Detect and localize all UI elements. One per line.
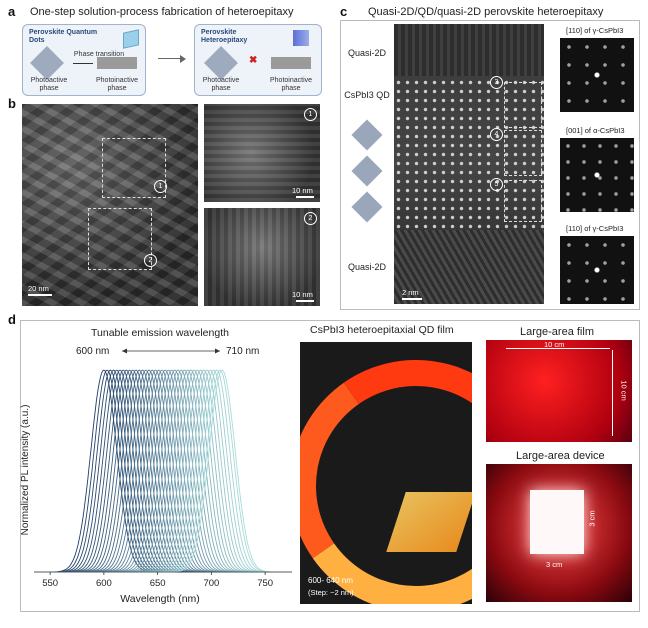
device-height: 3 cm (587, 510, 597, 527)
layer-top-label: Quasi-2D (347, 48, 386, 58)
panel-a-title: One-step solution-process fabrication of… (30, 6, 294, 18)
arrow-icon (73, 63, 93, 64)
panel-a-arrow-head (180, 55, 186, 63)
x-tick-label-600: 600 (96, 578, 112, 589)
film-note-1: 600- 640 nm (308, 576, 353, 585)
tem-overview-image: 1 2 20 nm (22, 104, 198, 306)
chart-title: Tunable emission wavelength (91, 327, 229, 339)
photoinactive-rod-icon (271, 57, 311, 69)
roi-box-5 (504, 180, 542, 222)
scale-label: 2 nm (402, 288, 419, 297)
x-tick-label-550: 550 (42, 578, 58, 589)
box1-title: Perovskite Quantum Dots (29, 29, 98, 44)
panel-c-title: Quasi-2D/QD/quasi-2D perovskite heteroep… (368, 6, 604, 18)
marker-4: 4 (490, 128, 503, 141)
panel-c-frame (340, 20, 640, 310)
box1-right-label: Photoinactive phase (95, 77, 139, 92)
x-tick-label-750: 750 (257, 578, 273, 589)
box2-title: Perovskite Heteroepitaxy (201, 29, 248, 44)
scale-bar (28, 294, 52, 296)
scale-label: 20 nm (28, 284, 49, 293)
range-arrow-head-left (122, 348, 127, 354)
panel-a-box-hetero: Perovskite Heteroepitaxy ✖ Photoactive p… (194, 24, 322, 96)
box2-left-label: Photoactive phase (202, 77, 240, 92)
device-emitting-area (530, 490, 584, 554)
x-ticks: 550 600 650 700 750 (42, 572, 273, 589)
hrtem-image: 3 4 5 2 nm (394, 24, 544, 304)
fft-3-label: [110] of γ-CsPbI3 (566, 224, 624, 233)
inset-1-scale-bar (296, 196, 314, 198)
panel-c-label: c (340, 4, 348, 19)
photoactive-lattice-icon (204, 46, 238, 80)
layer-mid-label: CsPbI3 QD (344, 90, 390, 100)
large-film-title: Large-area film (520, 326, 594, 338)
inset-2-marker: 2 (304, 212, 317, 225)
large-film-photo: 10 cm 10 cm (486, 340, 632, 442)
inset-2-scale-bar (296, 300, 314, 302)
tem-inset-2: 2 10 nm (204, 208, 320, 306)
box2-right-label: Photoinactive phase (269, 77, 313, 92)
range-left-label: 600 nm (76, 346, 109, 357)
film-title-text: CsPbI3 heteroepitaxial QD film (310, 324, 454, 336)
range-arrow-head-right (215, 348, 220, 354)
hetero-stack-icon (293, 30, 309, 46)
marker-5: 5 (490, 178, 503, 191)
fft-2-label: [001] of α-CsPbI3 (566, 126, 625, 135)
photoactive-lattice-icon (30, 46, 64, 80)
photoinactive-rod-icon (97, 57, 137, 69)
film-height-line (612, 350, 613, 436)
film-note-2: (Step: ~2 nm) (308, 588, 354, 597)
pl-spectra-chart: Tunable emission wavelength 600 nm 710 n… (20, 327, 292, 605)
device-width: 3 cm (546, 560, 563, 569)
qd-cube-icon (123, 29, 139, 49)
box1-arrow-label: Phase transition (73, 51, 125, 58)
layer-bottom-label: Quasi-2D (347, 262, 386, 272)
film-width-line (506, 348, 610, 349)
marker-2: 2 (144, 254, 157, 267)
lower-quasi2d-band (394, 230, 544, 304)
inset-box-2 (88, 208, 152, 270)
upper-quasi2d-band (394, 24, 544, 76)
fft-1-label: [110] of γ-CsPbI3 (566, 26, 624, 35)
device-title: Large-area device (516, 450, 605, 462)
panel-a-arrow (158, 58, 182, 59)
inset-1-marker: 1 (304, 108, 317, 121)
fft-pattern-3 (560, 236, 634, 304)
spectra-series-group (34, 369, 292, 573)
x-tick-label-650: 650 (150, 578, 166, 589)
box1-left-label: Photoactive phase (30, 77, 68, 92)
scale-bar (402, 298, 422, 300)
large-device-photo: 3 cm 3 cm (486, 464, 632, 602)
y-axis-label: Normalized PL intensity (a.u.) (20, 405, 31, 536)
panel-b-label: b (8, 96, 16, 111)
range-right-label: 710 nm (226, 346, 259, 357)
film-arc (300, 342, 472, 604)
large-film-height: 10 cm (619, 380, 629, 401)
roi-box-4 (504, 130, 542, 176)
roi-box-3 (504, 82, 542, 128)
marker-1: 1 (154, 180, 167, 193)
tem-inset-1: 1 10 nm (204, 104, 320, 202)
x-axis-label: Wavelength (nm) (120, 593, 200, 605)
inset-2-scale-label: 10 nm (292, 290, 313, 299)
marker-3: 3 (490, 76, 503, 89)
panel-a-box-qd: Perovskite Quantum Dots Phase transition… (22, 24, 146, 96)
large-film-width: 10 cm (544, 340, 565, 349)
x-tick-label-700: 700 (203, 578, 219, 589)
inset-1-scale-label: 10 nm (292, 186, 313, 195)
film-title: CsPbI3 heteroepitaxial QD film (310, 324, 454, 336)
panel-d-frame (20, 320, 640, 612)
fft-pattern-1 (560, 38, 634, 112)
cross-icon: ✖ (249, 55, 258, 66)
inset-box-1 (102, 138, 166, 198)
panel-d-label: d (8, 312, 16, 327)
panel-a-label: a (8, 4, 16, 19)
qd-film-photo: 600- 640 nm (Step: ~2 nm) (300, 342, 472, 604)
fft-pattern-2 (560, 138, 634, 212)
